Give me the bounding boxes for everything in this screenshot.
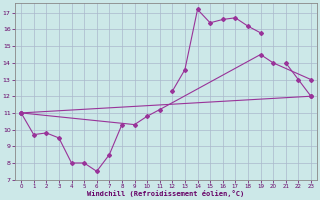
X-axis label: Windchill (Refroidissement éolien,°C): Windchill (Refroidissement éolien,°C) [87, 190, 245, 197]
